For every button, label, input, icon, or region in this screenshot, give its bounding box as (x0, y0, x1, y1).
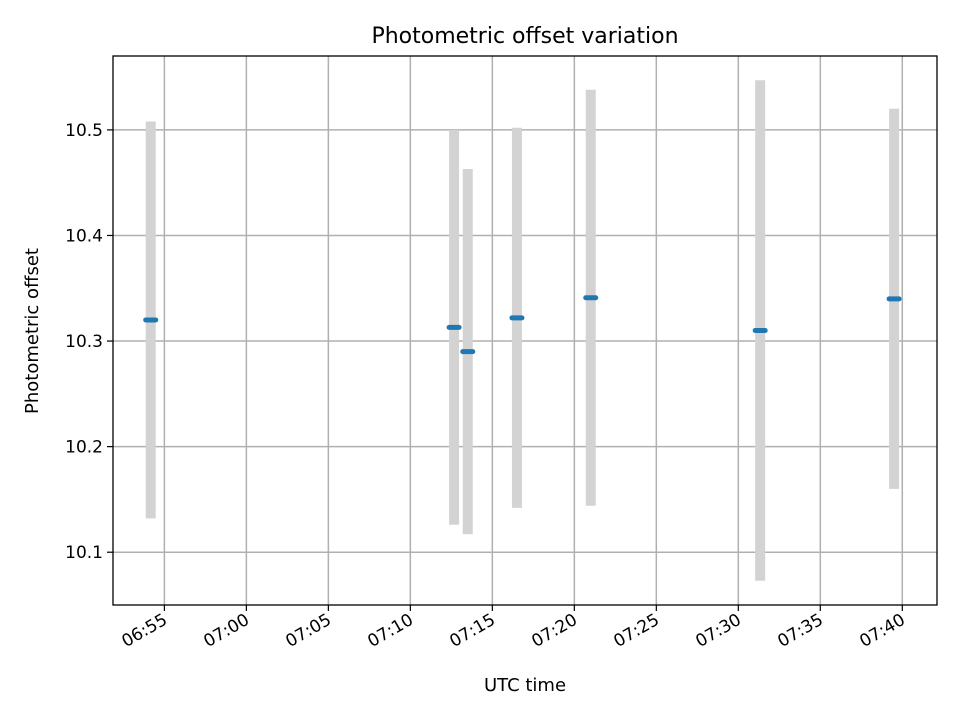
x-axis-label: UTC time (484, 675, 566, 696)
data-points (143, 295, 902, 355)
grid (113, 56, 937, 605)
y-tick-label: 10.1 (65, 543, 103, 563)
plot-frame (112, 55, 938, 606)
y-tick-label: 10.5 (65, 121, 103, 141)
y-tick-label: 10.2 (65, 438, 103, 458)
y-axis-label: Photometric offset (22, 248, 43, 414)
y-tick-label: 10.3 (65, 332, 103, 352)
y-axis-ticks: 10.1 10.2 10.3 10.4 10.5 (65, 121, 113, 563)
y-tick-label: 10.4 (65, 226, 103, 246)
chart-title: Photometric offset variation (371, 24, 678, 49)
